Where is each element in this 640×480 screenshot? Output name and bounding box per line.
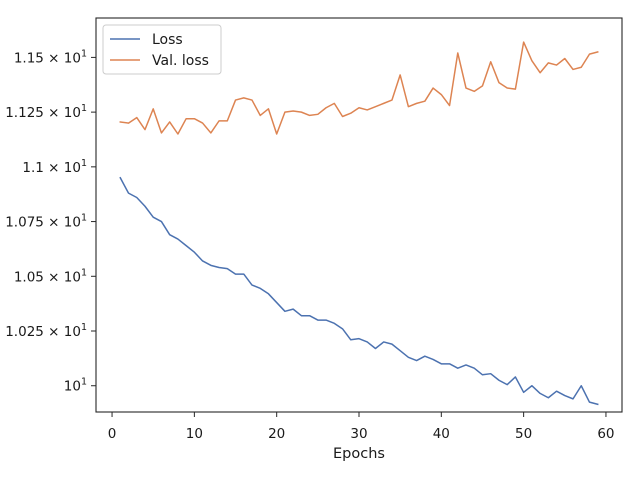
series-line-val-loss (119, 41, 599, 135)
plot-background (96, 18, 622, 412)
x-axis: 0 10 20 30 40 50 60 (108, 412, 615, 442)
x-tick-label: 60 (597, 426, 614, 442)
x-tick-label: 10 (186, 426, 203, 442)
series-line-loss (119, 176, 599, 406)
y-tick-label: 1.075 × 101 (5, 213, 87, 231)
x-tick-label: 40 (433, 426, 450, 442)
x-tick-label: 30 (350, 426, 367, 442)
y-tick-label: 1.1 × 101 (22, 158, 87, 176)
legend-label-val-loss: Val. loss (152, 53, 209, 69)
y-tick-label: 1.025 × 101 (5, 322, 87, 340)
legend: Loss Val. loss (102, 24, 222, 75)
x-tick-label: 0 (108, 426, 117, 442)
x-tick-label: 20 (268, 426, 285, 442)
legend-label-loss: Loss (152, 32, 183, 48)
y-axis: 101 1.025 × 101 1.05 × 101 1.075 × 101 1.1 ×… (5, 48, 96, 395)
legend-box (102, 24, 222, 75)
y-tick-label: 1.15 × 101 (14, 48, 87, 66)
y-tick-label: 101 (64, 377, 87, 395)
y-tick-label: 1.05 × 101 (14, 267, 87, 285)
series-layer (119, 41, 599, 406)
y-tick-label: 1.125 × 101 (5, 103, 87, 121)
x-axis-title: Epochs (333, 446, 385, 462)
x-tick-label: 50 (515, 426, 532, 442)
